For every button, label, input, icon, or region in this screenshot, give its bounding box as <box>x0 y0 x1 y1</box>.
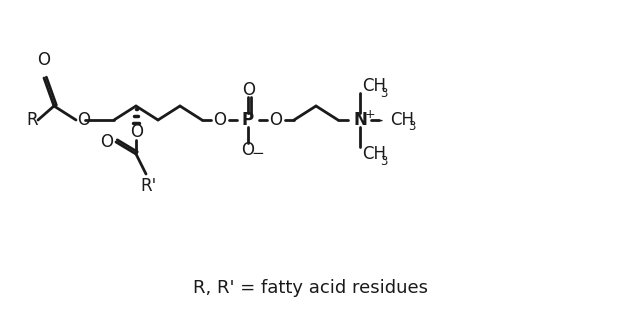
Text: 3: 3 <box>380 155 387 167</box>
Text: O: O <box>269 111 282 129</box>
Text: R, R' = fatty acid residues: R, R' = fatty acid residues <box>193 279 428 297</box>
Text: R: R <box>26 111 38 129</box>
Text: O: O <box>77 111 90 129</box>
Text: O: O <box>214 111 227 129</box>
Text: +: + <box>365 108 375 121</box>
Text: −: − <box>252 146 264 161</box>
Text: CH: CH <box>390 111 414 129</box>
Text: O: O <box>38 51 51 69</box>
Text: N: N <box>353 111 367 129</box>
Text: 3: 3 <box>408 119 415 132</box>
Text: O: O <box>243 81 255 99</box>
Text: O: O <box>131 123 143 141</box>
Text: P: P <box>242 111 254 129</box>
Text: –: – <box>374 111 382 129</box>
Text: 3: 3 <box>380 86 387 100</box>
Text: CH: CH <box>362 77 386 95</box>
Text: O: O <box>241 141 255 159</box>
Text: CH: CH <box>362 145 386 163</box>
Text: O: O <box>100 133 113 151</box>
Text: R': R' <box>140 177 156 195</box>
